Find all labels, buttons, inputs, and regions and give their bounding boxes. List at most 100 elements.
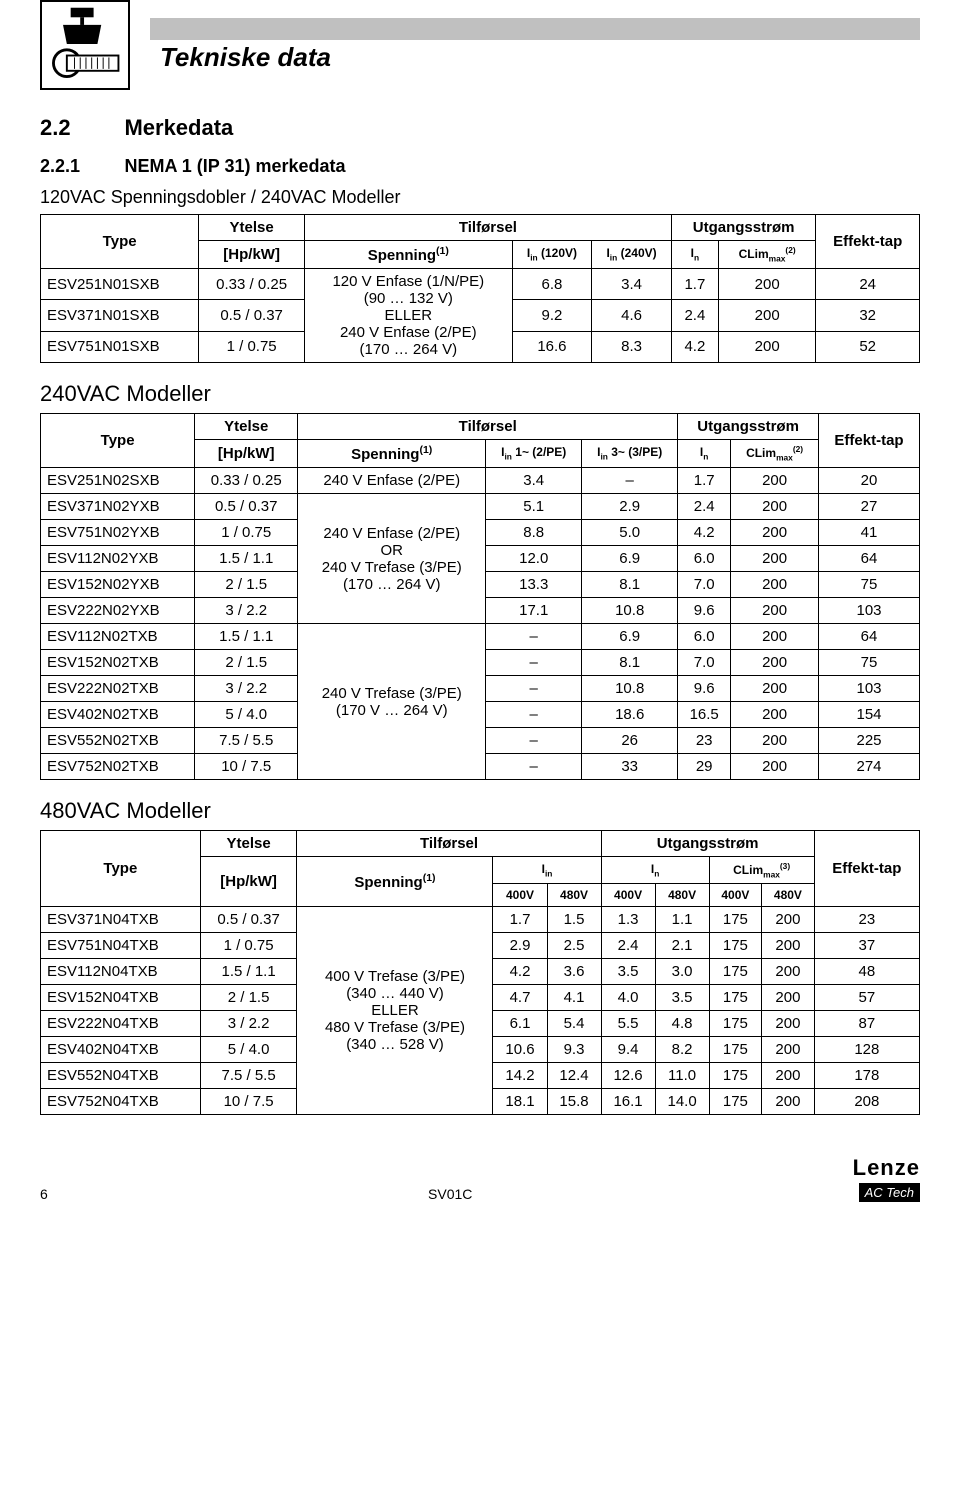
cell-type: ESV222N02YXB xyxy=(41,598,195,624)
cell-val: 29 xyxy=(678,754,731,780)
cell-val: 37 xyxy=(814,933,919,959)
cell-val: 200 xyxy=(731,676,819,702)
cell-val: 3.5 xyxy=(601,959,655,985)
col-ytelse: Ytelse xyxy=(199,215,305,241)
col-effekttap: Effekt-tap xyxy=(814,831,919,907)
cell-type: ESV751N02YXB xyxy=(41,520,195,546)
col-480v: 480V xyxy=(547,884,601,907)
col-effekttap: Effekt-tap xyxy=(816,215,920,269)
cell-val: 32 xyxy=(816,300,920,331)
cell-type: ESV371N02YXB xyxy=(41,494,195,520)
brand-logo: Lenze xyxy=(853,1155,920,1181)
cell-val: 7.0 xyxy=(678,650,731,676)
cell-val: 200 xyxy=(762,907,815,933)
cell-val: 10.6 xyxy=(493,1037,547,1063)
col-in: In xyxy=(671,241,718,269)
cell-hp: 5 / 4.0 xyxy=(195,702,298,728)
col-tilforsel: Tilførsel xyxy=(297,831,601,857)
cell-spenning: 120 V Enfase (1/N/PE)(90 … 132 V)ELLER24… xyxy=(305,269,513,363)
cell-val: 178 xyxy=(814,1063,919,1089)
cell-val: 4.6 xyxy=(592,300,672,331)
table2-header: 240VAC Modeller xyxy=(40,381,920,407)
cell-val: 175 xyxy=(709,933,762,959)
cell-val: 6.0 xyxy=(678,546,731,572)
cell-hp: 0.5 / 0.37 xyxy=(200,907,297,933)
cell-val: 6.8 xyxy=(512,269,592,300)
col-400v: 400V xyxy=(601,884,655,907)
cell-val: 200 xyxy=(731,520,819,546)
cell-val: 8.8 xyxy=(486,520,582,546)
cell-val: 103 xyxy=(819,598,920,624)
cell-type: ESV751N01SXB xyxy=(41,331,199,362)
cell-val: 6.9 xyxy=(582,624,678,650)
col-in: In xyxy=(601,857,709,884)
cell-val: 208 xyxy=(814,1089,919,1115)
cell-hp: 1 / 0.75 xyxy=(199,331,305,362)
cell-val: 6.1 xyxy=(493,1011,547,1037)
col-spenning: Spenning(1) xyxy=(305,241,513,269)
cell-hp: 3 / 2.2 xyxy=(200,1011,297,1037)
table-row: ESV112N02TXB 1.5 / 1.1240 V Trefase (3/P… xyxy=(41,624,920,650)
cell-val: 200 xyxy=(718,269,815,300)
weight-ruler-icon xyxy=(40,0,130,90)
cell-val: 200 xyxy=(762,1037,815,1063)
cell-type: ESV251N01SXB xyxy=(41,269,199,300)
col-iin-1p: Iin 1~ (2/PE) xyxy=(486,440,582,468)
cell-val: 200 xyxy=(731,728,819,754)
col-clim: CLimmax(2) xyxy=(718,241,815,269)
cell-spenning: 240 V Enfase (2/PE) xyxy=(298,468,486,494)
page-number: 6 xyxy=(40,1186,48,1202)
cell-type: ESV112N02TXB xyxy=(41,624,195,650)
cell-val: 200 xyxy=(731,494,819,520)
cell-hp: 1.5 / 1.1 xyxy=(200,959,297,985)
cell-val: – xyxy=(486,728,582,754)
footer: 6 SV01C Lenze AC Tech xyxy=(40,1155,920,1202)
col-in: In xyxy=(678,440,731,468)
section-heading: 2.2 Merkedata xyxy=(40,115,920,141)
cell-val: 6.0 xyxy=(678,624,731,650)
cell-val: 1.7 xyxy=(678,468,731,494)
cell-val: 200 xyxy=(731,754,819,780)
cell-type: ESV552N02TXB xyxy=(41,728,195,754)
cell-val: 87 xyxy=(814,1011,919,1037)
cell-val: 175 xyxy=(709,1037,762,1063)
cell-val: 12.0 xyxy=(486,546,582,572)
cell-val: 13.3 xyxy=(486,572,582,598)
cell-val: 14.0 xyxy=(655,1089,709,1115)
table3-header: 480VAC Modeller xyxy=(40,798,920,824)
cell-val: 2.9 xyxy=(582,494,678,520)
col-utgang: Utgangsstrøm xyxy=(678,414,819,440)
cell-val: 3.6 xyxy=(547,959,601,985)
cell-val: 9.6 xyxy=(678,598,731,624)
cell-val: 16.6 xyxy=(512,331,592,362)
col-spenning: Spenning(1) xyxy=(298,440,486,468)
cell-val: 16.1 xyxy=(601,1089,655,1115)
col-clim: CLimmax(3) xyxy=(709,857,814,884)
cell-val: 14.2 xyxy=(493,1063,547,1089)
cell-val: 48 xyxy=(814,959,919,985)
page-title: Tekniske data xyxy=(160,42,920,73)
cell-val: 200 xyxy=(731,624,819,650)
cell-hp: 2 / 1.5 xyxy=(200,985,297,1011)
cell-val: 200 xyxy=(762,1063,815,1089)
col-spenning: Spenning(1) xyxy=(297,857,493,907)
cell-val: 27 xyxy=(819,494,920,520)
cell-val: – xyxy=(582,468,678,494)
cell-val: 175 xyxy=(709,959,762,985)
cell-spenning: 240 V Enfase (2/PE)OR240 V Trefase (3/PE… xyxy=(298,494,486,624)
cell-val: 4.2 xyxy=(493,959,547,985)
table-480vac: Type Ytelse Tilførsel Utgangsstrøm Effek… xyxy=(40,830,920,1115)
cell-val: 274 xyxy=(819,754,920,780)
col-effekttap: Effekt-tap xyxy=(819,414,920,468)
cell-val: 200 xyxy=(718,331,815,362)
cell-val: 1.7 xyxy=(671,269,718,300)
col-clim: CLimmax(2) xyxy=(731,440,819,468)
section-title: Merkedata xyxy=(124,115,233,140)
cell-val: 75 xyxy=(819,650,920,676)
cell-hp: 1 / 0.75 xyxy=(195,520,298,546)
cell-val: 200 xyxy=(762,959,815,985)
cell-type: ESV152N02YXB xyxy=(41,572,195,598)
cell-val: 4.8 xyxy=(655,1011,709,1037)
header-accent-bar xyxy=(150,18,920,40)
cell-val: 5.0 xyxy=(582,520,678,546)
